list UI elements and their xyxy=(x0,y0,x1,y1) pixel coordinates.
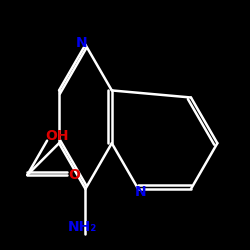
Text: N: N xyxy=(135,185,147,199)
Text: N: N xyxy=(76,36,87,50)
Text: OH: OH xyxy=(45,130,68,143)
Text: O: O xyxy=(68,168,80,182)
Text: NH₂: NH₂ xyxy=(68,220,97,234)
